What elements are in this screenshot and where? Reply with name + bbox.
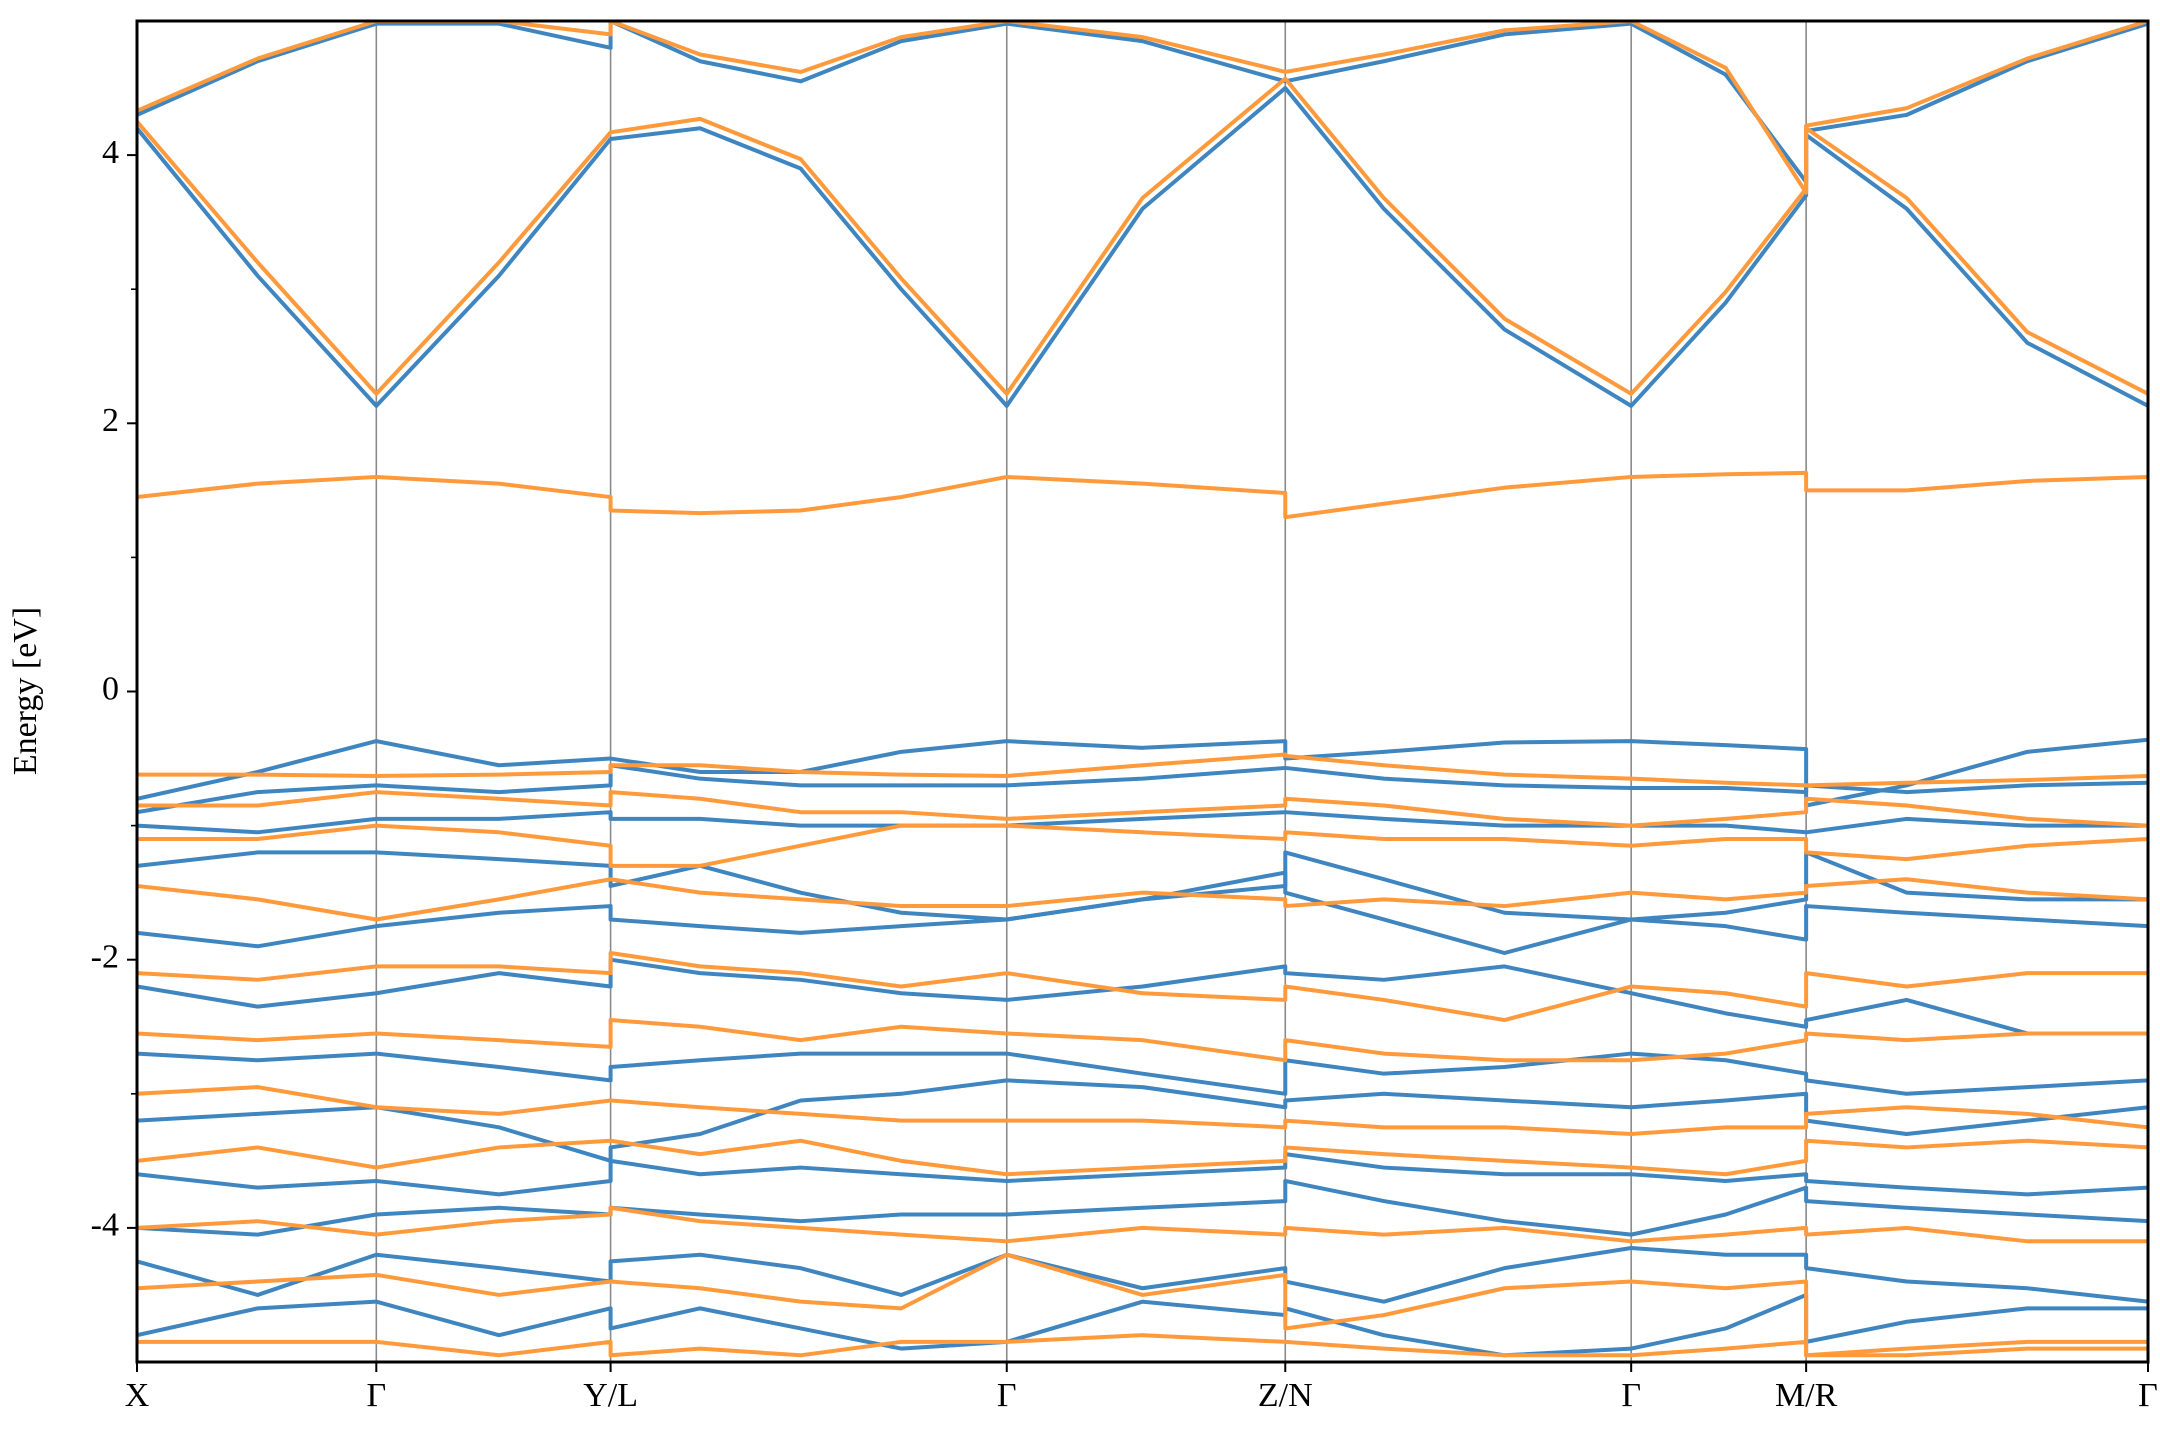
band-line <box>137 850 2148 922</box>
band-line <box>137 790 2148 828</box>
bands <box>137 21 2148 1358</box>
x-tick-label: Γ <box>2138 1377 2158 1414</box>
band-line <box>137 1205 2148 1244</box>
x-tick-label: M/R <box>1775 1377 1838 1414</box>
band-line <box>137 21 2148 195</box>
band-line <box>137 86 2148 408</box>
x-tick-label: X <box>125 1377 150 1414</box>
band-line <box>137 951 2148 1023</box>
band-line <box>137 1085 2148 1137</box>
y-tick-label: -2 <box>91 938 119 975</box>
band-line <box>137 823 2148 868</box>
x-tick-label: Y/L <box>583 1377 638 1414</box>
y-tick-label: -4 <box>91 1207 119 1244</box>
band-line <box>137 1152 2148 1197</box>
band-line <box>137 957 2148 1036</box>
band-line <box>137 1333 2148 1358</box>
band-line <box>137 752 2148 788</box>
band-line <box>137 1178 2148 1237</box>
band-line <box>137 1138 2148 1177</box>
x-tick-label: Γ <box>1621 1377 1641 1414</box>
y-tick-label: 0 <box>102 670 119 707</box>
axes: X Γ Y/L Γ Z/N Γ M/R Γ -4 -2 0 2 4 <box>91 19 2158 1414</box>
band-line <box>137 1051 2148 1096</box>
band-line <box>137 870 2148 955</box>
band-line <box>137 1018 2148 1063</box>
x-tick-label: Z/N <box>1258 1377 1313 1414</box>
band-line <box>137 763 2148 815</box>
plot-frame <box>135 19 2150 1364</box>
y-tick-label: 2 <box>102 402 119 439</box>
x-tick-label: Γ <box>997 1377 1017 1414</box>
grid <box>136 21 2149 1362</box>
band-line <box>137 470 2148 520</box>
band-line <box>137 1252 2148 1358</box>
band-line <box>137 1292 2148 1358</box>
y-axis-label: Energy [eV] <box>7 607 44 775</box>
x-tick-label: Γ <box>366 1377 386 1414</box>
band-line <box>137 1246 2148 1304</box>
band-line <box>137 810 2148 835</box>
y-tick-label: 4 <box>102 134 119 171</box>
band-line <box>137 877 2148 922</box>
